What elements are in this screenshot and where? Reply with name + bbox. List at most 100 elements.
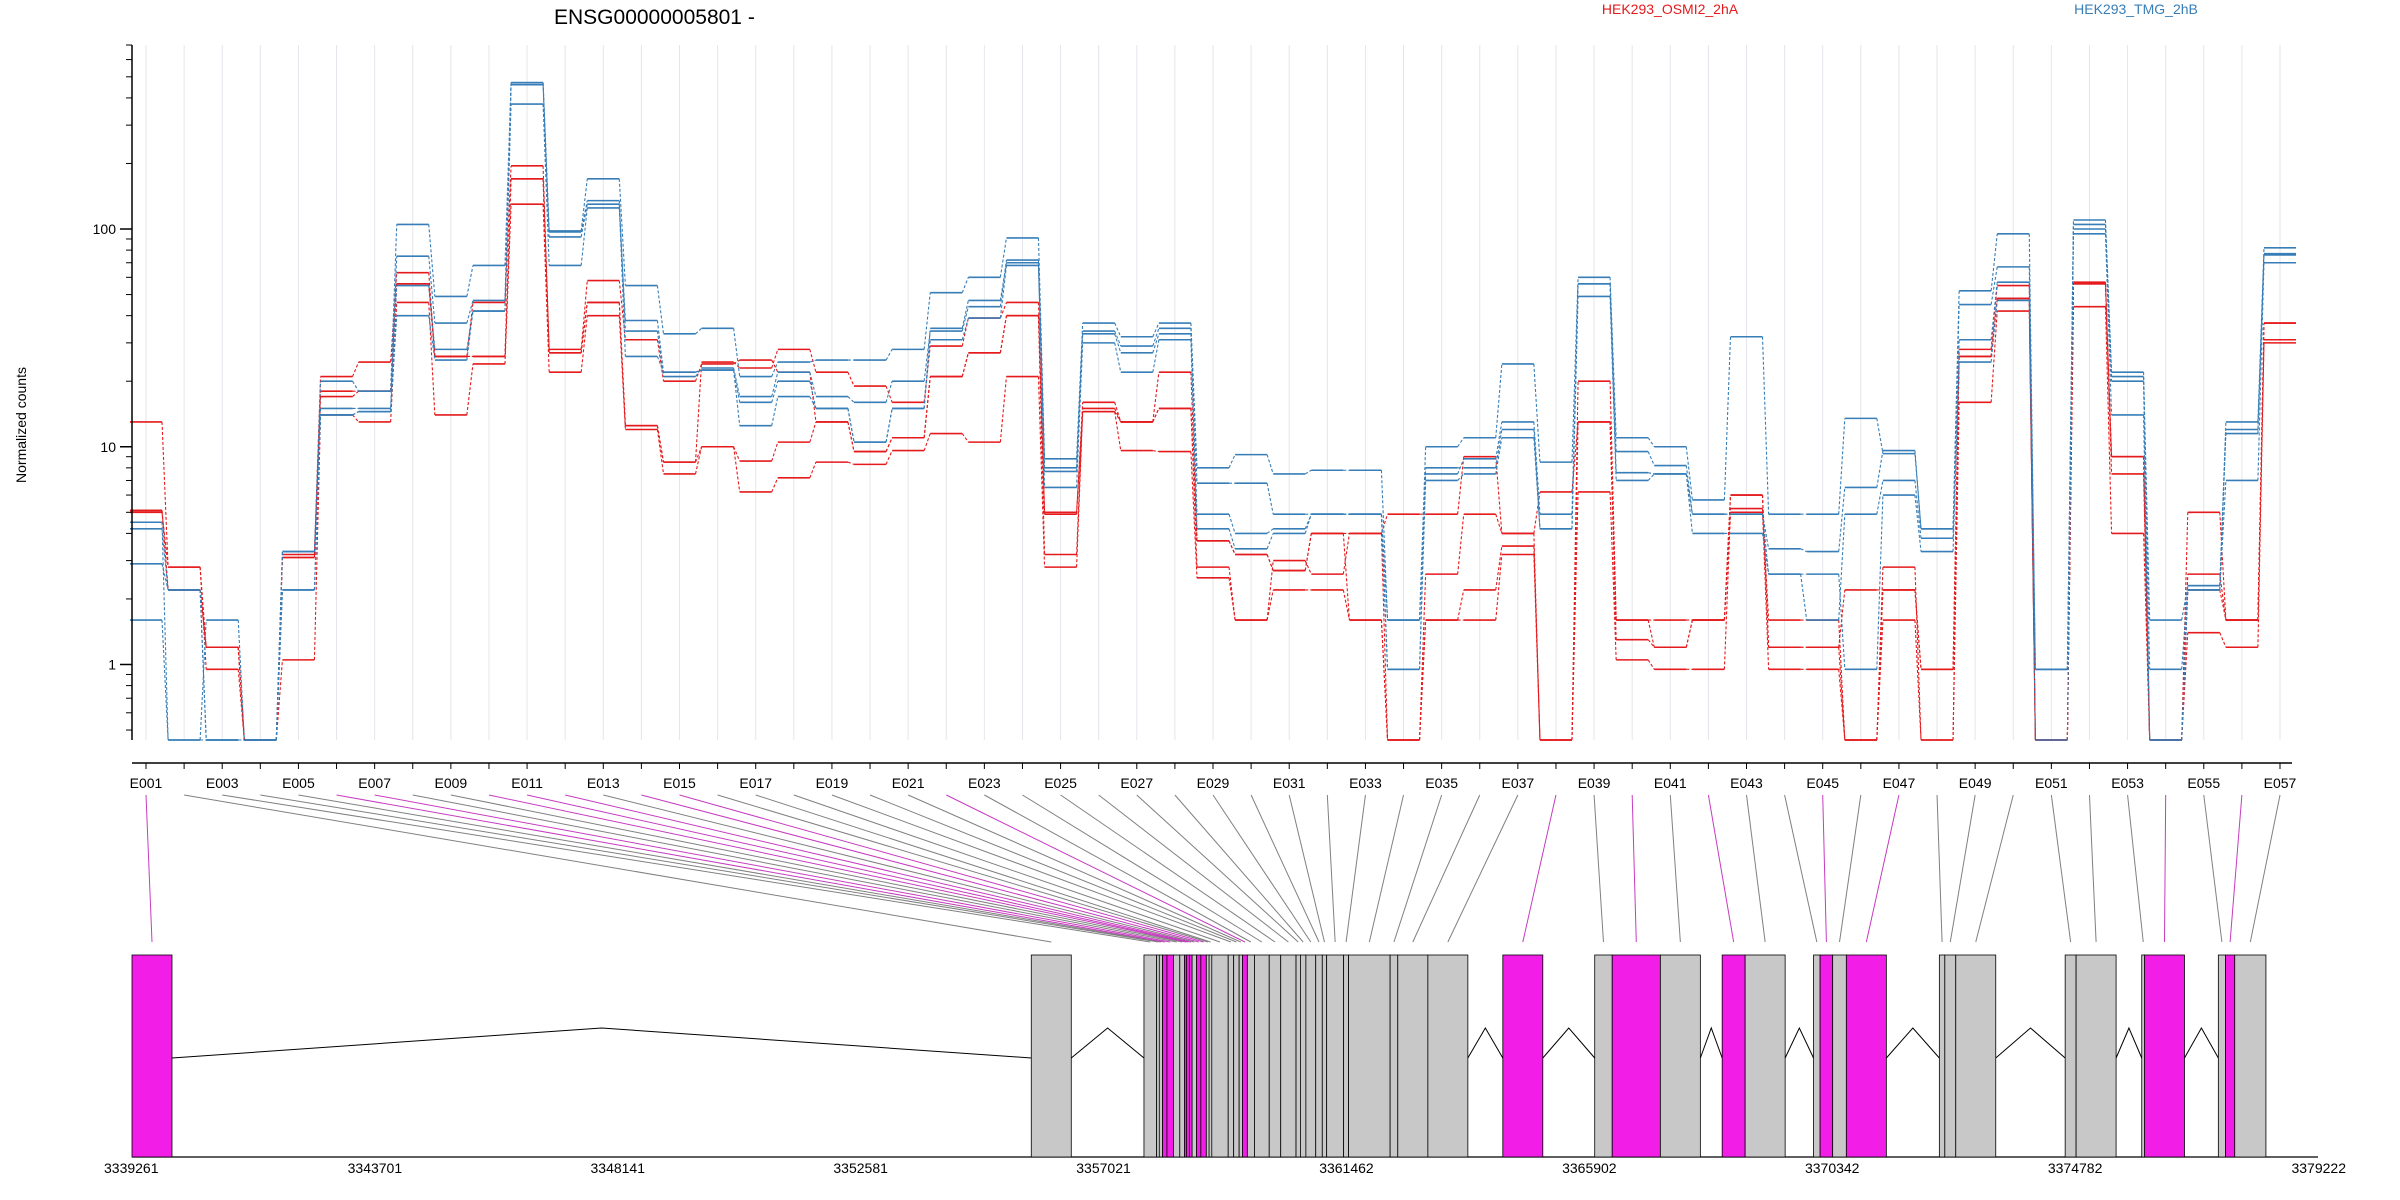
genomic-tick-label: 3343701 — [348, 1160, 403, 1176]
series-connector — [428, 315, 436, 361]
series-connector — [1647, 659, 1655, 670]
series-connector — [618, 302, 626, 426]
exon-block — [1254, 954, 1270, 1158]
series-connector — [580, 204, 588, 237]
legend-entry-osmi2: HEK293_OSMI2_2hA — [1602, 1, 1739, 17]
series-connector — [580, 200, 588, 232]
exon-connector — [2127, 794, 2144, 943]
exon-connector — [641, 794, 1199, 943]
series-connector — [733, 370, 741, 426]
exon-connector — [1522, 794, 1557, 943]
series-connector — [733, 446, 741, 462]
series-connector — [1228, 454, 1236, 469]
series-connector — [1380, 620, 1389, 741]
series-connector — [1990, 285, 1998, 350]
series-connector — [580, 280, 588, 350]
series-connector — [1152, 322, 1160, 337]
exon-connector — [1212, 794, 1312, 943]
series-connector — [2066, 282, 2075, 741]
exon-connector — [1746, 794, 1766, 943]
series-connector — [1990, 233, 1998, 291]
intron — [1885, 1027, 1940, 1059]
series-connector — [1914, 567, 1922, 741]
exon-block — [1280, 954, 1297, 1158]
series-connector — [1533, 533, 1541, 741]
y-tick-label: 10 — [100, 439, 116, 455]
exon-block — [1721, 954, 1746, 1158]
exon-connector — [2050, 794, 2072, 943]
series-connector — [2104, 219, 2113, 373]
series-connector — [809, 421, 817, 443]
series-connector — [1266, 454, 1274, 475]
exon-connector — [1631, 794, 1637, 943]
series-connector — [999, 265, 1008, 319]
series-connector — [390, 224, 398, 392]
series-connector — [1190, 451, 1198, 578]
x-tick-label: E027 — [1120, 775, 1153, 791]
series-connector — [809, 461, 817, 479]
x-tick-label: E029 — [1197, 775, 1230, 791]
series-connector — [1685, 473, 1693, 534]
exon-block — [1832, 954, 1847, 1158]
series-connector — [771, 477, 779, 493]
series-connector — [2257, 323, 2265, 621]
x-tick-label: E013 — [587, 775, 620, 791]
exon-connector — [1865, 794, 1900, 943]
series-connector — [1876, 450, 1884, 488]
exon-connector — [184, 794, 1052, 943]
series-connector — [1304, 513, 1312, 529]
series-connector — [771, 381, 779, 403]
genomic-tick-label: 3365902 — [1562, 1160, 1617, 1176]
exon-block — [1196, 954, 1202, 1158]
series-connector — [352, 411, 359, 416]
series-connector — [2219, 421, 2227, 586]
exon-connector — [1060, 794, 1276, 943]
exon-block — [1845, 954, 1887, 1158]
series-connector — [809, 349, 817, 373]
series-connector — [885, 408, 893, 443]
series-connector — [961, 433, 969, 443]
series-connector — [1952, 339, 1960, 539]
series-connector — [885, 349, 893, 361]
series-connector — [542, 178, 550, 353]
series-connector — [1152, 333, 1160, 353]
series-connector — [1648, 472, 1655, 475]
series-connector — [847, 396, 855, 403]
x-tick-label: E055 — [2187, 775, 2220, 791]
series-connector — [1571, 421, 1579, 741]
series-connector — [1571, 421, 1579, 493]
exon-connector — [565, 794, 1191, 943]
series-connector — [1533, 437, 1541, 529]
genomic-tick-label: 3348141 — [591, 1160, 646, 1176]
x-tick-label: E021 — [892, 775, 925, 791]
series-connector — [1152, 328, 1160, 347]
exon-connector — [526, 794, 1189, 943]
x-tick-label: E005 — [282, 775, 315, 791]
intron — [171, 1027, 1032, 1059]
genomic-tick-label: 3357021 — [1076, 1160, 1131, 1176]
exon-block — [1173, 954, 1181, 1158]
series-connector — [1533, 491, 1541, 534]
series-connector — [618, 200, 626, 332]
x-tick-label: E045 — [1806, 775, 1839, 791]
series-connector — [1952, 349, 1960, 741]
series-connector — [1838, 514, 1846, 621]
series-connector — [1228, 540, 1236, 555]
series-connector — [771, 361, 779, 377]
series-connector — [1685, 619, 1693, 648]
series-connector — [1685, 473, 1693, 515]
series-connector — [1533, 546, 1541, 741]
exon-block — [1348, 954, 1391, 1158]
series-connector — [1418, 467, 1427, 670]
exon-block — [1179, 954, 1185, 1158]
exon-block — [2225, 954, 2236, 1158]
series-connector — [1609, 421, 1617, 621]
exon-block — [1191, 954, 1197, 1158]
series-connector — [1418, 574, 1427, 741]
series-connector — [1380, 533, 1389, 741]
exon-connector — [946, 794, 1246, 943]
exon-connector — [1822, 794, 1827, 943]
series-connector — [1228, 567, 1236, 621]
exon-connector — [2229, 794, 2243, 943]
exon-block — [1143, 954, 1158, 1158]
